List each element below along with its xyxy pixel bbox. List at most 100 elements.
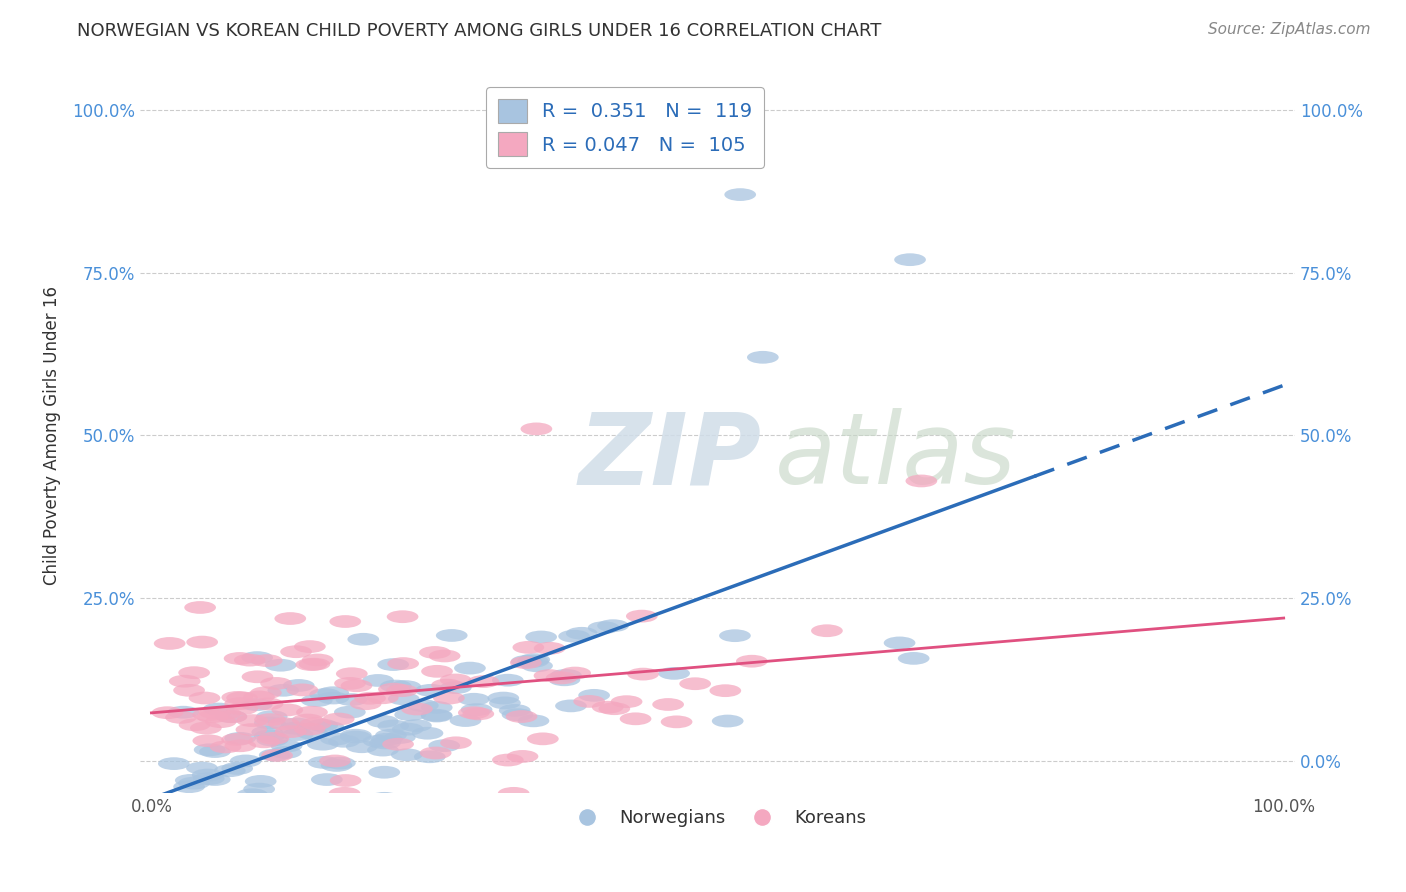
Ellipse shape: [391, 748, 423, 761]
Ellipse shape: [710, 684, 741, 697]
Ellipse shape: [526, 631, 557, 643]
Ellipse shape: [658, 667, 690, 680]
Text: NORWEGIAN VS KOREAN CHILD POVERTY AMONG GIRLS UNDER 16 CORRELATION CHART: NORWEGIAN VS KOREAN CHILD POVERTY AMONG …: [77, 22, 882, 40]
Ellipse shape: [517, 714, 550, 727]
Ellipse shape: [308, 756, 340, 769]
Ellipse shape: [283, 679, 315, 692]
Ellipse shape: [188, 691, 221, 705]
Ellipse shape: [354, 692, 385, 705]
Ellipse shape: [598, 619, 628, 632]
Ellipse shape: [592, 701, 624, 714]
Ellipse shape: [389, 681, 422, 693]
Ellipse shape: [522, 659, 553, 673]
Ellipse shape: [297, 706, 328, 719]
Ellipse shape: [301, 694, 333, 707]
Ellipse shape: [461, 703, 492, 716]
Ellipse shape: [463, 707, 494, 720]
Ellipse shape: [546, 672, 578, 684]
Ellipse shape: [560, 666, 591, 680]
Ellipse shape: [236, 714, 269, 727]
Ellipse shape: [254, 714, 285, 726]
Ellipse shape: [502, 708, 533, 721]
Ellipse shape: [578, 689, 610, 702]
Ellipse shape: [724, 188, 756, 201]
Ellipse shape: [388, 692, 419, 706]
Ellipse shape: [179, 666, 209, 679]
Ellipse shape: [259, 748, 291, 762]
Ellipse shape: [626, 610, 658, 623]
Ellipse shape: [468, 675, 499, 688]
Ellipse shape: [519, 653, 550, 666]
Ellipse shape: [454, 662, 486, 674]
Ellipse shape: [433, 691, 465, 705]
Ellipse shape: [588, 621, 620, 634]
Ellipse shape: [387, 610, 419, 624]
Ellipse shape: [401, 719, 432, 732]
Ellipse shape: [661, 715, 692, 728]
Ellipse shape: [747, 351, 779, 364]
Ellipse shape: [318, 686, 349, 699]
Ellipse shape: [229, 755, 262, 767]
Ellipse shape: [420, 709, 453, 722]
Ellipse shape: [382, 738, 413, 750]
Ellipse shape: [422, 665, 453, 678]
Ellipse shape: [620, 713, 651, 725]
Ellipse shape: [236, 723, 267, 736]
Ellipse shape: [323, 756, 356, 770]
Ellipse shape: [274, 725, 307, 738]
Ellipse shape: [226, 691, 257, 705]
Ellipse shape: [167, 706, 200, 719]
Ellipse shape: [340, 729, 371, 741]
Ellipse shape: [194, 743, 225, 756]
Ellipse shape: [420, 747, 451, 759]
Ellipse shape: [269, 717, 299, 731]
Ellipse shape: [517, 655, 548, 668]
Ellipse shape: [321, 732, 352, 746]
Ellipse shape: [292, 714, 323, 726]
Ellipse shape: [610, 695, 643, 708]
Ellipse shape: [288, 797, 319, 809]
Ellipse shape: [274, 612, 307, 625]
Ellipse shape: [413, 750, 446, 764]
Ellipse shape: [250, 687, 281, 699]
Ellipse shape: [510, 657, 541, 669]
Ellipse shape: [262, 749, 292, 762]
Ellipse shape: [488, 691, 519, 705]
Ellipse shape: [335, 706, 366, 719]
Ellipse shape: [574, 695, 605, 707]
Ellipse shape: [309, 688, 340, 701]
Ellipse shape: [174, 774, 207, 787]
Ellipse shape: [295, 658, 328, 671]
Ellipse shape: [179, 718, 211, 731]
Ellipse shape: [894, 253, 927, 266]
Ellipse shape: [193, 708, 224, 721]
Ellipse shape: [187, 636, 218, 648]
Ellipse shape: [276, 806, 308, 819]
Ellipse shape: [193, 734, 224, 747]
Ellipse shape: [420, 701, 453, 714]
Ellipse shape: [340, 731, 371, 743]
Legend: Norwegians, Koreans: Norwegians, Koreans: [561, 802, 873, 834]
Ellipse shape: [506, 750, 538, 763]
Ellipse shape: [281, 717, 312, 731]
Ellipse shape: [245, 775, 277, 788]
Ellipse shape: [254, 716, 285, 730]
Ellipse shape: [565, 627, 598, 640]
Ellipse shape: [224, 652, 256, 665]
Ellipse shape: [307, 738, 339, 750]
Ellipse shape: [363, 735, 395, 747]
Ellipse shape: [297, 727, 328, 739]
Ellipse shape: [884, 637, 915, 649]
Ellipse shape: [190, 722, 222, 734]
Ellipse shape: [506, 710, 537, 723]
Ellipse shape: [153, 637, 186, 649]
Ellipse shape: [319, 755, 350, 767]
Ellipse shape: [527, 732, 558, 745]
Ellipse shape: [375, 729, 406, 741]
Ellipse shape: [329, 615, 361, 628]
Ellipse shape: [205, 715, 236, 728]
Ellipse shape: [323, 713, 354, 725]
Ellipse shape: [429, 739, 460, 752]
Ellipse shape: [555, 699, 586, 712]
Ellipse shape: [412, 727, 443, 739]
